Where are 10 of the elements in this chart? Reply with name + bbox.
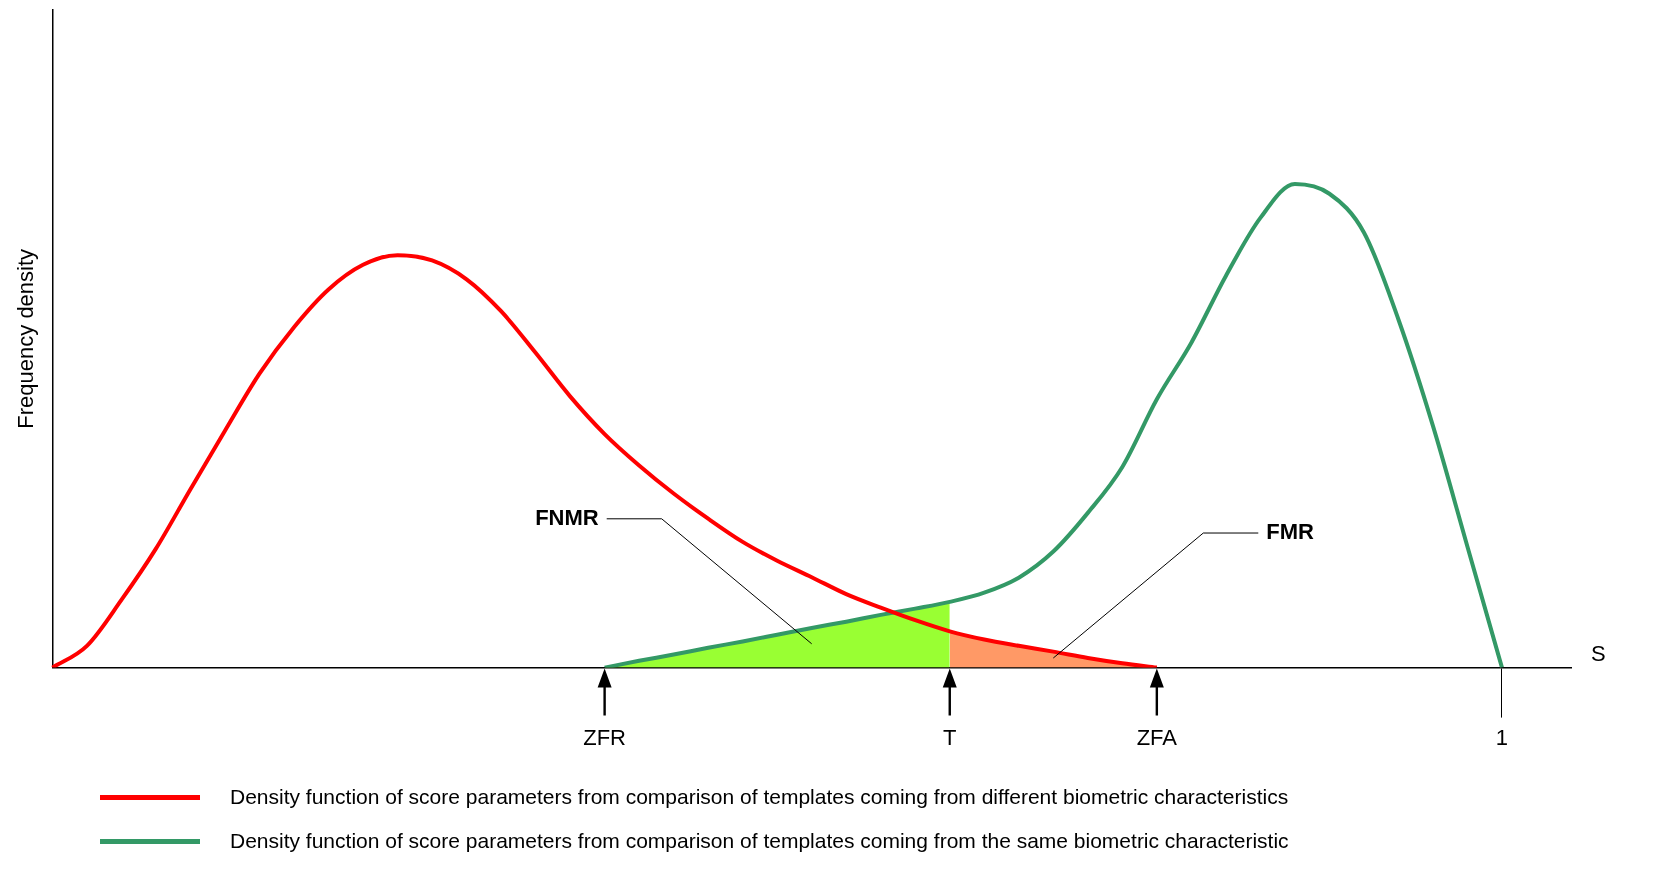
legend-label: Density function of score parameters from comparison of templates coming from the same biometric characteristic xyxy=(230,829,1289,853)
x-tick-label: ZFR xyxy=(583,724,626,750)
x-tick-label: 1 xyxy=(1495,724,1509,750)
x-tick-label: T xyxy=(943,724,957,750)
x-axis-title: S xyxy=(1591,640,1606,666)
annotation: FNMR xyxy=(535,504,599,530)
y-axis-title: Frequency density xyxy=(13,248,39,429)
annotation: FMR xyxy=(1266,519,1315,545)
legend-label: Density function of score parameters from comparison of templates coming from different biometric characteristics xyxy=(230,785,1289,809)
x-tick-label: ZFA xyxy=(1136,724,1178,750)
